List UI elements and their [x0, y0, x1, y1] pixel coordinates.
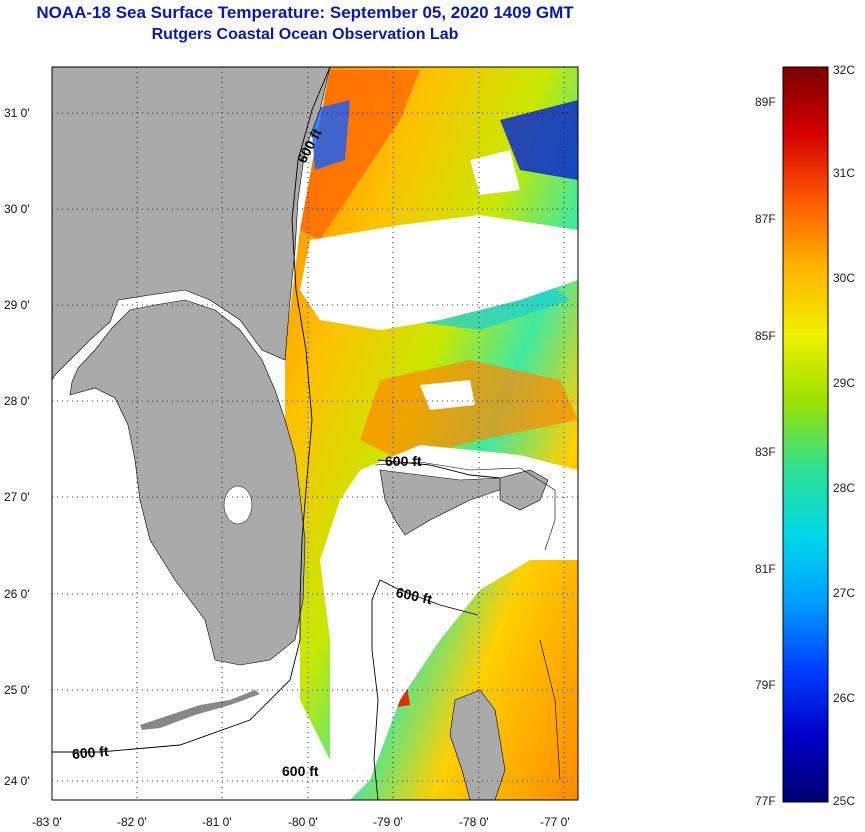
- lat-label: 27 0': [4, 490, 30, 504]
- lon-label: -83 0': [32, 815, 62, 829]
- fahrenheit-label: 87F: [755, 212, 776, 226]
- celsius-label: 25C: [833, 794, 855, 808]
- sst-cool-patch-2: [310, 100, 350, 170]
- contour-600ft-tongue: [371, 579, 479, 800]
- fahrenheit-label: 81F: [755, 562, 776, 576]
- lat-label: 25 0': [4, 683, 30, 697]
- contour-600ft: [52, 67, 331, 753]
- florida-land: [52, 67, 331, 666]
- cloud-mask-4: [420, 380, 475, 410]
- andros-island: [449, 689, 506, 800]
- lat-label: 28 0': [4, 394, 30, 408]
- lat-label: 30 0': [4, 202, 30, 216]
- celsius-label: 32C: [833, 63, 855, 77]
- fahrenheit-label: 79F: [755, 678, 776, 692]
- map-frame: [51, 66, 579, 801]
- contour-label: 600 ft: [385, 453, 422, 469]
- map-title: NOAA-18 Sea Surface Temperature: Septemb…: [36, 3, 574, 22]
- fahrenheit-label: 89F: [755, 95, 776, 109]
- sst-cool-patch: [500, 100, 578, 180]
- celsius-label: 26C: [833, 691, 855, 705]
- colorbar-gradient: [782, 66, 829, 803]
- map-subtitle: Rutgers Coastal Ocean Observation Lab: [151, 26, 459, 43]
- lon-label: -82 0': [117, 815, 147, 829]
- graticule: [52, 67, 578, 800]
- cloud-mask-2: [320, 445, 578, 800]
- florida-keys: [140, 690, 260, 730]
- celsius-label: 27C: [833, 586, 855, 600]
- cloud-mask: [300, 215, 578, 330]
- contour-label: 600 ft: [395, 584, 434, 607]
- lon-label: -80 0': [288, 815, 318, 829]
- lon-label: -78 0': [459, 815, 489, 829]
- celsius-label: 31C: [833, 166, 855, 180]
- celsius-label: 30C: [833, 271, 855, 285]
- lat-label: 31 0': [4, 106, 30, 120]
- lon-label: -77 0': [540, 815, 570, 829]
- lon-label: -81 0': [202, 815, 232, 829]
- cloud-mask-3: [470, 150, 520, 195]
- sst-warm-band-2: [360, 360, 578, 460]
- fahrenheit-label: 83F: [755, 445, 776, 459]
- lon-label: -79 0': [373, 815, 403, 829]
- contour-label: 600 ft: [71, 743, 109, 762]
- lake-okeechobee: [223, 485, 253, 525]
- lat-label: 29 0': [4, 298, 30, 312]
- abaco-island: [499, 469, 549, 511]
- contour-label: 600 ft: [282, 763, 319, 779]
- celsius-label: 29C: [833, 376, 855, 390]
- bahamas-bank: [374, 461, 561, 781]
- fahrenheit-label: 77F: [755, 794, 776, 808]
- fahrenheit-label: 85F: [755, 329, 776, 343]
- lat-label: 24 0': [4, 774, 30, 788]
- contour-600ft-bahamas: [377, 459, 501, 479]
- grand-bahama: [379, 469, 506, 536]
- celsius-label: 28C: [833, 481, 855, 495]
- lat-label: 26 0': [4, 587, 30, 601]
